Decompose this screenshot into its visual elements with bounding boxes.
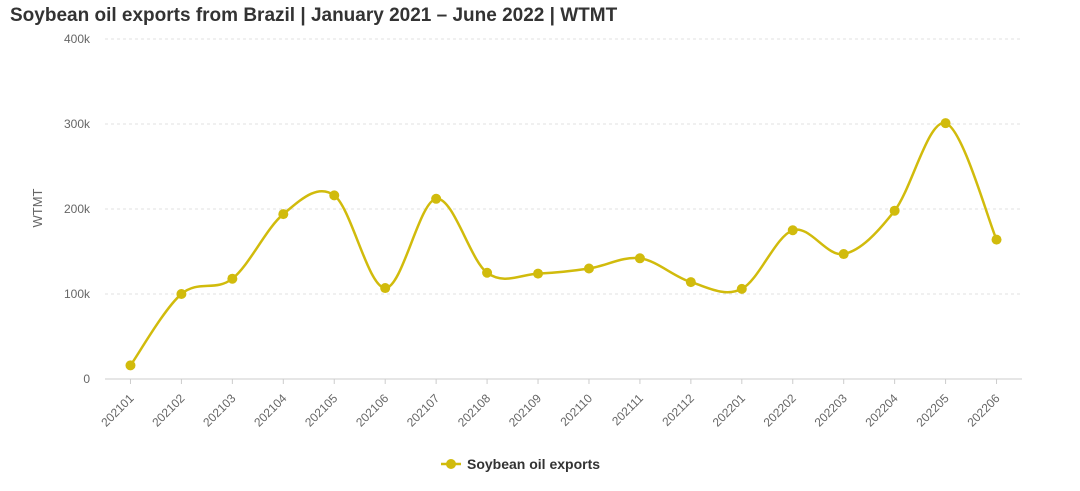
y-axis: 0 100k 200k 300k 400k <box>64 32 91 386</box>
y-tick-label: 300k <box>64 117 91 131</box>
data-point-202109[interactable] <box>533 268 544 279</box>
legend-label: Soybean oil exports <box>467 456 600 472</box>
data-point-202204[interactable] <box>889 205 900 216</box>
series-line <box>129 121 998 367</box>
x-tick-label: 202104 <box>251 391 289 429</box>
x-tick-label: 202111 <box>609 391 646 428</box>
x-tick-label: 202110 <box>558 391 596 429</box>
x-tick-label: 202105 <box>302 391 340 429</box>
data-point-202104[interactable] <box>278 209 289 220</box>
data-point-202102[interactable] <box>176 289 187 299</box>
chart-title: Soybean oil exports from Brazil | Januar… <box>10 5 618 26</box>
data-point-202107[interactable] <box>431 193 442 204</box>
x-axis: 202101 202102 202103 202104 202105 202106 2021… <box>98 379 1003 429</box>
y-tick-label: 100k <box>64 287 91 301</box>
x-tick-label: 202101 <box>98 391 136 429</box>
data-point-202108[interactable] <box>482 267 493 278</box>
data-point-202106[interactable] <box>380 283 391 294</box>
data-points <box>125 118 1002 371</box>
y-tick-label: 400k <box>64 32 91 46</box>
data-point-202105[interactable] <box>329 190 340 201</box>
data-point-202103[interactable] <box>227 273 238 284</box>
grid-layer <box>105 38 1022 295</box>
data-point-202111[interactable] <box>634 253 645 264</box>
x-tick-label: 202112 <box>659 391 697 429</box>
y-axis-label: WTMT <box>30 188 45 227</box>
data-point-202203[interactable] <box>838 249 849 260</box>
x-tick-label: 202206 <box>964 391 1002 429</box>
y-tick-label: 200k <box>64 202 91 216</box>
x-tick-label: 202201 <box>710 391 748 429</box>
legend-marker-icon <box>446 459 456 469</box>
x-tick-label: 202205 <box>913 391 951 429</box>
x-tick-label: 202107 <box>404 391 442 429</box>
x-tick-label: 202102 <box>149 391 187 429</box>
y-tick-label: 0 <box>83 372 90 386</box>
data-point-202101[interactable] <box>125 360 136 371</box>
data-point-202206[interactable] <box>991 234 1002 245</box>
x-tick-label: 202106 <box>353 391 391 429</box>
x-tick-label: 202204 <box>863 391 901 429</box>
x-tick-label: 202203 <box>812 391 850 429</box>
data-point-202201[interactable] <box>736 283 747 294</box>
x-tick-label: 202103 <box>200 391 238 429</box>
data-point-202112[interactable] <box>685 277 696 288</box>
x-tick-label: 202109 <box>506 391 544 429</box>
x-tick-label: 202108 <box>455 391 493 429</box>
x-tick-label: 202202 <box>761 391 799 429</box>
data-point-202110[interactable] <box>583 263 594 274</box>
data-point-202205[interactable] <box>940 118 951 129</box>
legend[interactable]: Soybean oil exports <box>441 456 600 472</box>
data-point-202202[interactable] <box>787 225 798 236</box>
